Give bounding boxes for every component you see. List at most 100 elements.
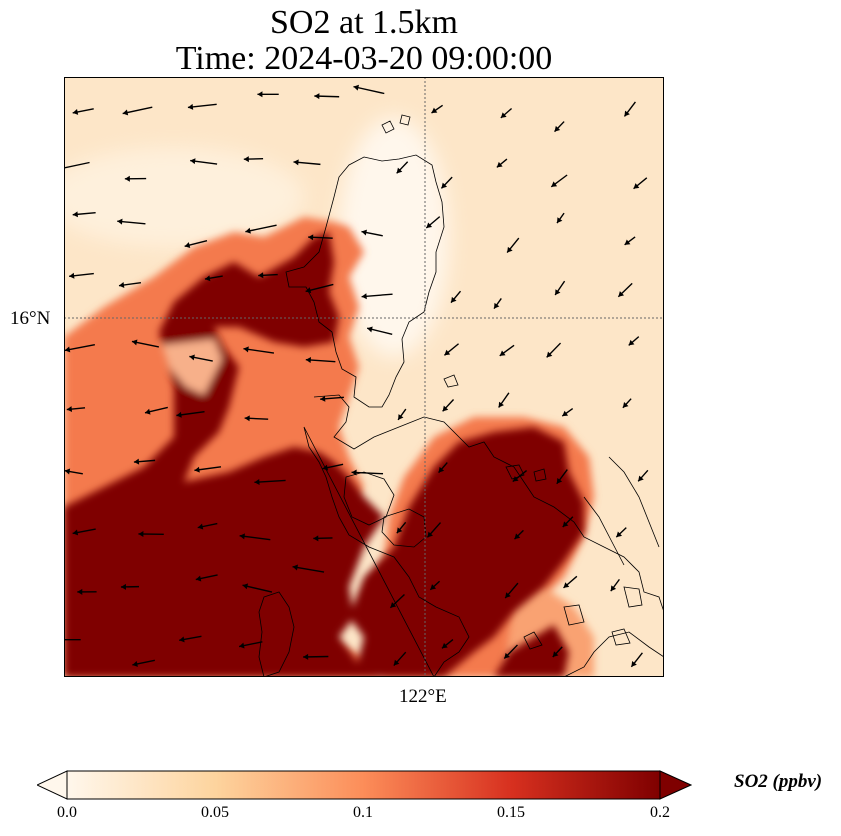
wind-arrow-head	[431, 107, 438, 113]
wind-arrow-head	[616, 531, 623, 538]
wind-arrow-head	[117, 218, 123, 225]
colorbar-extend-low	[37, 770, 68, 800]
wind-arrow-head	[353, 84, 359, 91]
wind-arrow-shaft	[361, 293, 393, 298]
wind-arrow-shaft	[292, 565, 325, 573]
coastline-samar-coast	[583, 456, 660, 566]
colorbar-tick-2: 0.1	[353, 804, 373, 821]
wind-arrow-shaft	[64, 343, 95, 352]
wind-arrow-head	[72, 211, 78, 218]
wind-arrow-head	[244, 415, 250, 422]
wind-arrow-head	[504, 652, 510, 659]
wind-arrow-head	[305, 357, 311, 364]
wind-arrow-head	[194, 466, 200, 473]
wind-arrow-head	[622, 402, 629, 408]
wind-arrow-head	[624, 239, 631, 245]
wind-arrow-head	[551, 181, 558, 187]
wind-arrow-head	[179, 636, 185, 643]
wind-arrow-head	[555, 289, 561, 296]
wind-arrow-head	[293, 159, 299, 166]
wind-arrow-head	[556, 477, 563, 484]
wind-arrow-head	[77, 588, 83, 595]
wind-arrow-head	[322, 464, 329, 471]
wind-arrow-head	[124, 175, 130, 182]
wind-arrow-shaft	[353, 85, 385, 95]
wind-arrow-head	[554, 125, 561, 132]
wind-arrow-head	[451, 296, 457, 303]
wind-arrow-head	[610, 585, 617, 592]
wind-arrow-head	[144, 408, 151, 415]
coastline-luzon-south	[303, 394, 664, 677]
wind-arrow-head	[184, 242, 191, 249]
wind-arrow-head	[64, 346, 71, 353]
wind-arrow-head	[64, 468, 71, 475]
wind-arrow-head	[303, 653, 309, 660]
wind-arrow-head	[190, 158, 196, 165]
wind-arrow-head	[562, 410, 569, 417]
wind-arrow-head	[557, 217, 563, 224]
latitude-tick-label: 16°N	[10, 308, 51, 329]
wind-arrow-head	[72, 529, 79, 536]
wind-arrow-head	[398, 414, 404, 420]
wind-arrow-shaft	[351, 471, 384, 475]
colorbar	[37, 770, 692, 800]
wind-arrow-head	[507, 246, 513, 253]
wind-arrow-head	[187, 103, 194, 110]
so2-plume-southeast	[494, 625, 569, 677]
coastline-mindoro	[258, 591, 295, 677]
wind-arrow-head	[441, 182, 448, 189]
wind-arrow-head	[633, 183, 640, 189]
wind-arrow-head	[562, 521, 569, 527]
coastline-luzon-north	[285, 154, 445, 408]
wind-arrow-head	[308, 234, 314, 241]
coastline-lake	[381, 508, 427, 548]
wind-arrow-head	[313, 535, 319, 542]
wind-arrow-head	[430, 584, 437, 590]
wind-arrow-head	[361, 229, 367, 236]
wind-arrow-head	[496, 161, 503, 168]
wind-arrow-shaft	[254, 479, 286, 483]
wind-arrow-shaft	[239, 535, 271, 541]
colorbar-gradient	[66, 770, 661, 800]
wind-arrow-head	[258, 272, 264, 279]
colorbar-extend-high	[659, 770, 692, 800]
wind-arrow-head	[367, 326, 373, 333]
wind-arrow-head	[254, 478, 260, 485]
wind-arrow-head	[118, 282, 125, 288]
so2-plume-west-inner-hole	[162, 339, 222, 395]
wind-arrow-head	[314, 93, 320, 100]
coastline-bay	[343, 471, 395, 526]
wind-arrow-shaft	[243, 347, 275, 354]
wind-arrow-head	[69, 272, 75, 279]
wind-arrow-head	[393, 659, 400, 666]
chart-title-line1: SO2 at 1.5km	[270, 4, 458, 41]
wind-arrow-head	[396, 167, 403, 174]
wind-vectors	[64, 84, 649, 668]
wind-arrow-head	[131, 339, 138, 346]
wind-arrow-head	[442, 405, 449, 412]
wind-arrow-head	[546, 351, 553, 358]
longitude-tick-label: 122°E	[399, 686, 447, 707]
wind-arrow-head	[133, 458, 140, 465]
wind-arrow-head	[628, 339, 635, 346]
wind-arrow-head	[72, 109, 79, 115]
wind-arrow-head	[122, 109, 129, 116]
colorbar-tick-4: 0.2	[650, 804, 670, 821]
wind-arrow-head	[292, 564, 298, 571]
wind-arrow-head	[494, 302, 500, 309]
coastline-islands	[381, 114, 643, 650]
wind-arrow-head	[243, 346, 249, 353]
wind-arrow-head	[638, 475, 644, 482]
wind-arrow-head	[444, 349, 451, 356]
wind-arrow-head	[552, 651, 559, 657]
wind-arrow-head	[239, 533, 245, 540]
colorbar-title: SO2 (ppbv)	[734, 771, 823, 792]
wind-arrow-head	[563, 582, 570, 588]
wind-arrow-head	[305, 287, 312, 294]
wind-arrow-head	[66, 406, 73, 413]
colorbar-tick-1: 0.05	[201, 804, 229, 821]
so2-low-area-north	[339, 117, 449, 357]
wind-arrow-head	[498, 401, 504, 408]
wind-arrow-head	[189, 354, 195, 361]
colorbar-tick-3: 0.15	[497, 804, 525, 821]
